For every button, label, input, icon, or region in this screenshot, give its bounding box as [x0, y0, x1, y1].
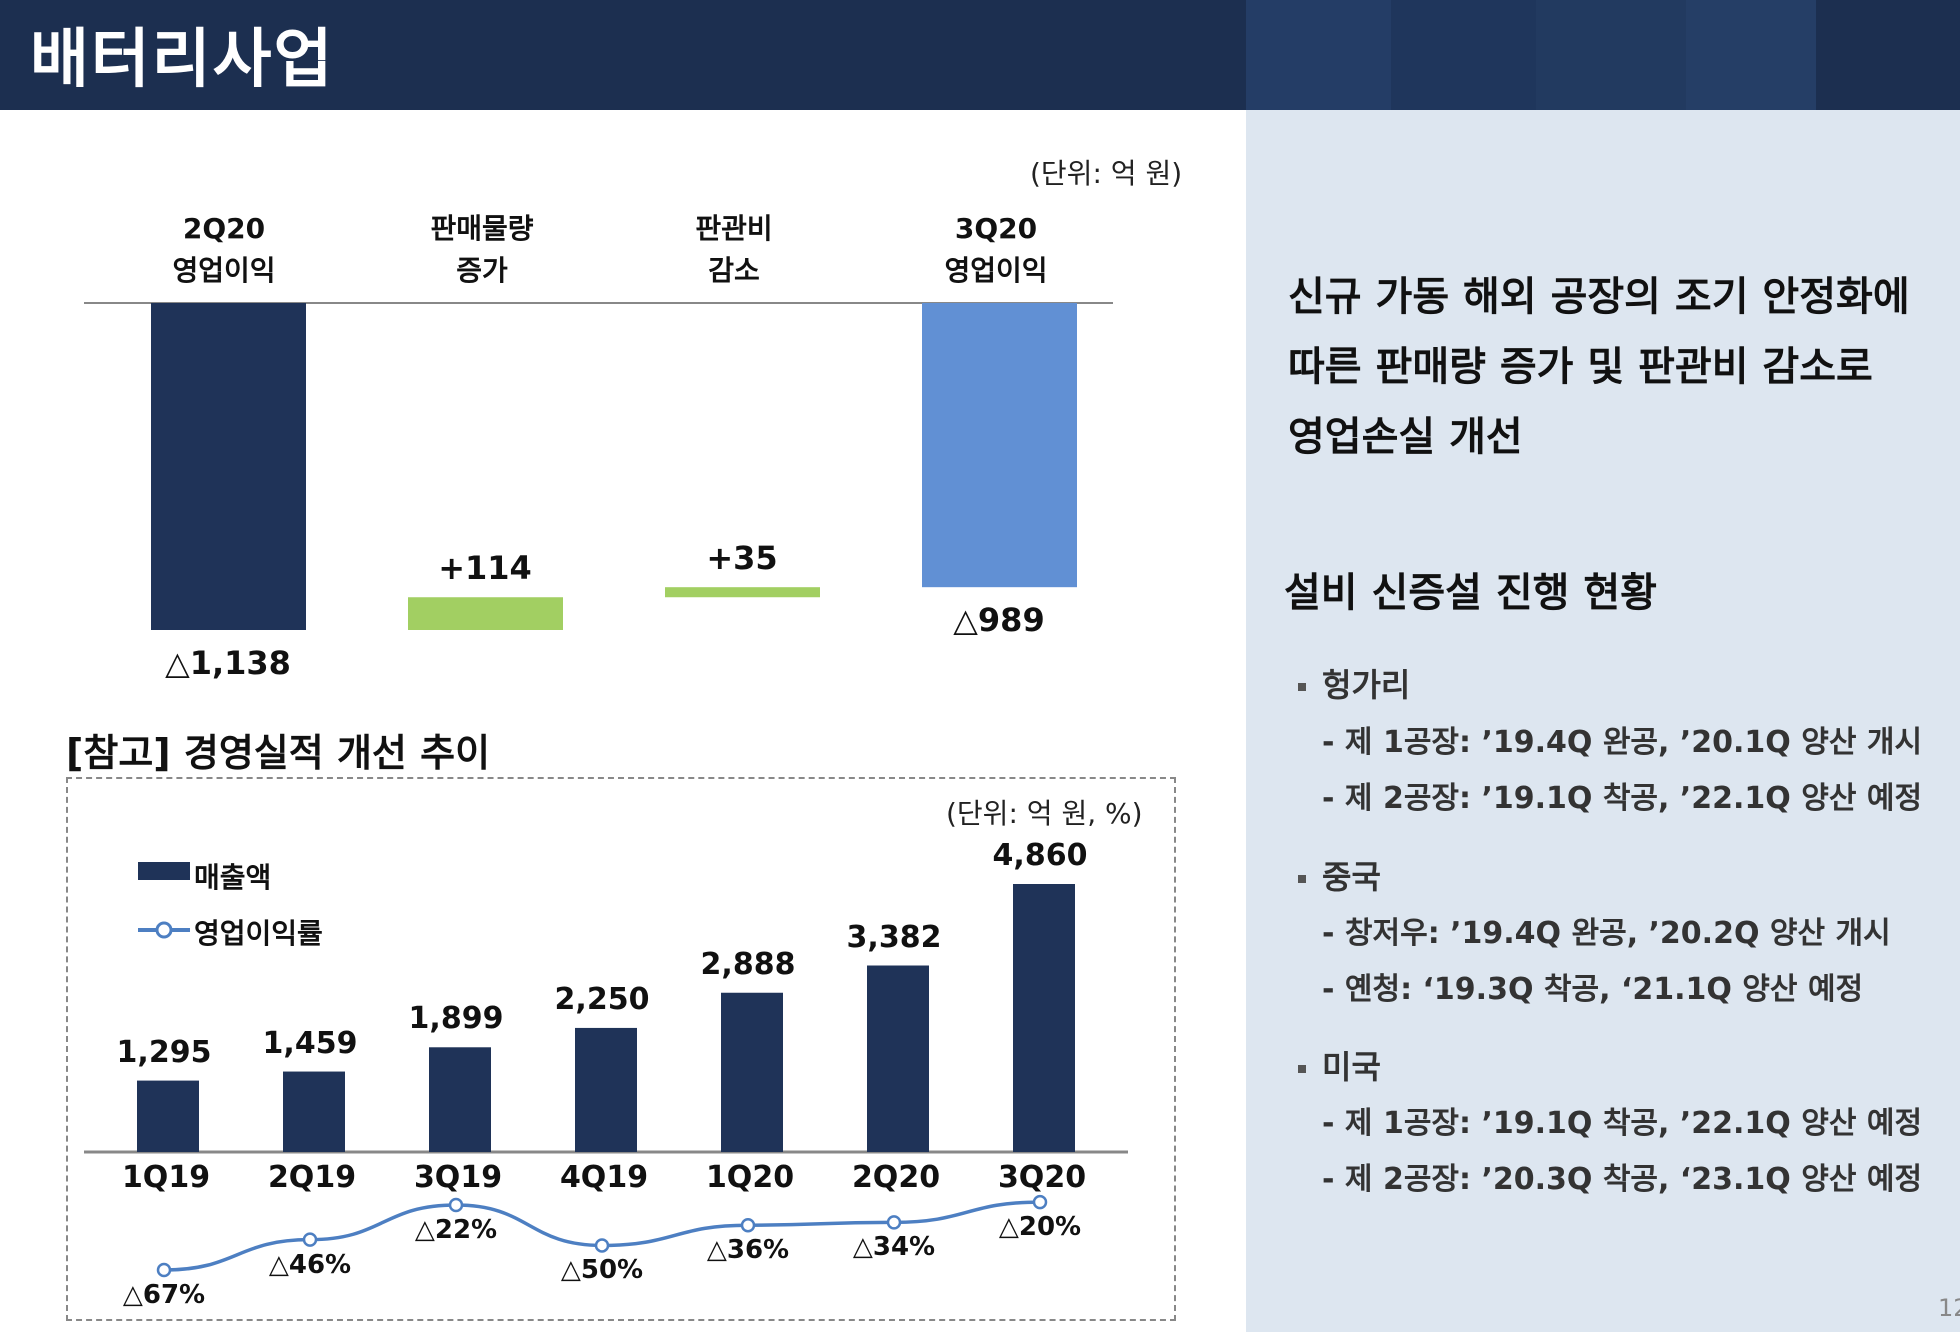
revenue-value-label: 3,382 [846, 919, 942, 955]
waterfall-value-label: +114 [438, 549, 532, 588]
revenue-value-label: 1,459 [262, 1025, 358, 1061]
bullet-icon [1298, 683, 1306, 691]
header-bar: 배터리사업 [0, 0, 1960, 110]
waterfall-header: 판매물량 증가 [362, 208, 602, 292]
region-detail: - 창저우: ’19.4Q 완공, ’20.2Q 양산 개시 [1322, 916, 1891, 951]
waterfall-header-line2: 영업이익 [172, 254, 276, 287]
waterfall-header-line2: 감소 [708, 254, 760, 287]
waterfall-header-line1: 3Q20 [954, 212, 1038, 245]
margin-value-label: △20% [998, 1212, 1082, 1243]
reference-unit: (단위: 억 원, %) [946, 797, 1143, 830]
margin-value-label: △46% [268, 1249, 352, 1280]
region-detail: - 옌청: ‘19.3Q 착공, ‘21.1Q 양산 예정 [1322, 972, 1864, 1007]
revenue-bar [867, 965, 929, 1152]
margin-value-label: △67% [122, 1280, 206, 1310]
legend-margin-marker [155, 921, 173, 939]
waterfall-bar [665, 587, 820, 598]
margin-point [594, 1238, 610, 1253]
region-detail: - 제 1공장: ’19.4Q 완공, ’20.1Q 양산 개시 [1322, 725, 1923, 760]
region-name: 미국 [1322, 1048, 1381, 1086]
page-number: 12 [1938, 1294, 1960, 1322]
margin-value-label: △22% [414, 1215, 498, 1245]
revenue-bar [1013, 884, 1075, 1152]
summary-line: 신규 가동 해외 공장의 조기 안정화에 [1288, 274, 1910, 320]
region-name: 헝가리 [1322, 666, 1411, 704]
waterfall-bar [151, 303, 306, 630]
waterfall-header: 판관비 감소 [614, 208, 854, 292]
margin-point [740, 1217, 756, 1233]
right-panel [1246, 110, 1960, 1332]
margin-value-label: △34% [852, 1232, 936, 1263]
region-detail: - 제 2공장: ’20.3Q 착공, ‘23.1Q 양산 예정 [1322, 1162, 1923, 1197]
waterfall-value-label: +35 [706, 539, 778, 578]
summary-line: 영업손실 개선 [1288, 414, 1523, 460]
summary-line: 따른 판매량 증가 및 판관비 감소로 [1288, 344, 1873, 390]
margin-point [448, 1197, 464, 1213]
header-decor-block [1391, 0, 1536, 110]
margin-value-label: △36% [706, 1235, 790, 1266]
waterfall-unit: (단위: 억 원) [1030, 157, 1183, 190]
region-label-usa: 미국 [1298, 1042, 1381, 1088]
waterfall-bar [408, 597, 563, 630]
quarter-tick-label: 1Q20 [705, 1160, 795, 1195]
revenue-bar [721, 992, 783, 1152]
quarter-tick-label: 2Q20 [851, 1160, 941, 1195]
margin-point [1032, 1194, 1048, 1210]
waterfall-value-label: △1,138 [165, 644, 291, 682]
waterfall-header-line1: 2Q20 [182, 212, 266, 245]
quarter-tick-label: 1Q19 [121, 1160, 211, 1195]
quarter-tick-label: 4Q19 [559, 1160, 649, 1195]
legend-revenue-label: 매출액 [194, 861, 272, 894]
header-decor-block [1246, 0, 1391, 110]
legend-revenue-swatch [138, 862, 190, 880]
revenue-value-label: 2,250 [554, 981, 650, 1017]
margin-point [156, 1262, 172, 1278]
region-name: 중국 [1322, 858, 1381, 896]
quarter-tick-label: 3Q20 [997, 1160, 1087, 1195]
waterfall-header: 3Q20 영업이익 [876, 208, 1116, 292]
reference-chart-box [66, 777, 1176, 1321]
waterfall-value-label: △989 [953, 601, 1045, 640]
header-decor-block [1816, 0, 1960, 110]
margin-point [886, 1215, 902, 1230]
waterfall-header-line2: 증가 [456, 254, 508, 287]
revenue-bar [575, 1027, 637, 1152]
waterfall-header-line1: 판매물량 [430, 212, 534, 245]
page-title: 배터리사업 [30, 23, 335, 97]
revenue-bar [283, 1071, 345, 1152]
revenue-value-label: 1,899 [408, 1001, 504, 1037]
region-label-hungary: 헝가리 [1298, 660, 1410, 706]
header-decor-block [1686, 0, 1816, 110]
revenue-value-label: 1,295 [116, 1034, 212, 1070]
waterfall-header-line1: 판관비 [695, 212, 773, 245]
header-decor-block [1536, 0, 1686, 110]
quarter-tick-label: 3Q19 [413, 1160, 503, 1195]
summary-text: 신규 가동 해외 공장의 조기 안정화에 따른 판매량 증가 및 판관비 감소로… [1288, 262, 1910, 472]
margin-value-label: △50% [560, 1255, 644, 1286]
region-detail: - 제 1공장: ’19.1Q 착공, ’22.1Q 양산 예정 [1322, 1106, 1923, 1141]
waterfall-header: 2Q20 영업이익 [104, 208, 344, 292]
bullet-icon [1298, 1065, 1306, 1073]
bullet-icon [1298, 875, 1306, 883]
revenue-bar [137, 1080, 199, 1152]
quarter-tick-label: 2Q19 [267, 1160, 357, 1195]
margin-point [302, 1232, 318, 1247]
revenue-value-label: 4,860 [992, 838, 1088, 873]
waterfall-header-line2: 영업이익 [944, 254, 1048, 287]
legend-margin-label: 영업이익률 [194, 917, 323, 950]
region-detail: - 제 2공장: ’19.1Q 착공, ’22.1Q 양산 예정 [1322, 781, 1923, 816]
region-label-china: 중국 [1298, 852, 1381, 898]
revenue-bar [429, 1047, 491, 1152]
facilities-title: 설비 신증설 진행 현황 [1284, 570, 1657, 616]
revenue-value-label: 2,888 [700, 946, 796, 982]
waterfall-bar [922, 303, 1077, 588]
reference-title: [참고] 경영실적 개선 추이 [66, 731, 491, 775]
